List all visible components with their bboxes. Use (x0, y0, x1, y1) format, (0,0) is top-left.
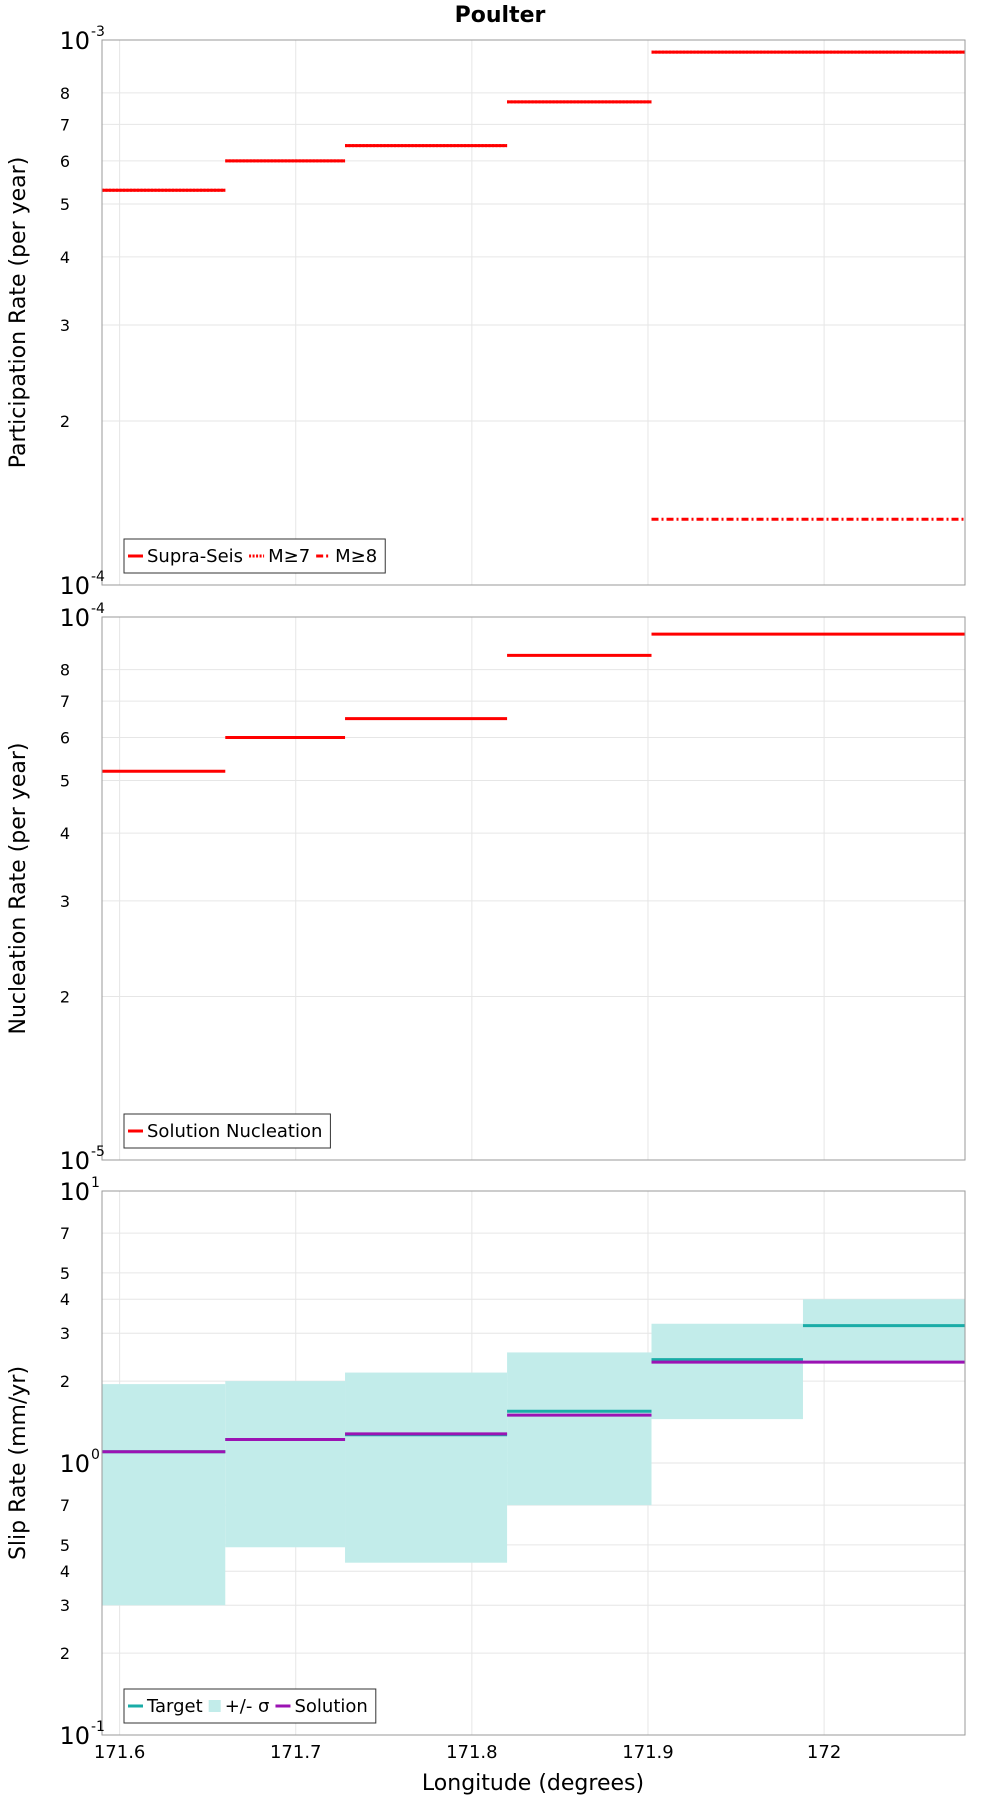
y-tick-label: 5 (60, 1536, 70, 1555)
legend: Target +/- σ Solution (123, 1688, 377, 1724)
y-tick-label: 7 (60, 1224, 70, 1243)
y-tick-label: 3 (60, 1324, 70, 1343)
y-axis-label: Participation Rate (per year) (6, 157, 31, 469)
y-tick-label: 10 (59, 1450, 90, 1478)
legend-label-target: Target (146, 1696, 203, 1717)
plot-frame (101, 1190, 966, 1736)
plot-frame (101, 39, 966, 586)
legend: Solution Nucleation (123, 1113, 331, 1149)
legend-label-sigma: +/- σ (225, 1696, 270, 1717)
sigma-band (802, 1299, 965, 1363)
x-tick-label: 171.8 (446, 1742, 498, 1763)
y-tick-label: 10 (59, 1722, 90, 1750)
y-tick-label: 6 (60, 152, 70, 171)
y-tick-exponent: -3 (91, 24, 105, 40)
y-tick-label: 2 (60, 988, 70, 1007)
y-tick-label: 3 (60, 1596, 70, 1615)
legend-label-m-7: M≥7 (268, 546, 310, 567)
y-tick-label: 7 (60, 1496, 70, 1515)
y-tick-label: 2 (60, 1372, 70, 1391)
y-tick-exponent: -5 (91, 1144, 105, 1160)
legend-label-solution-nucleation: Solution Nucleation (147, 1121, 322, 1142)
y-tick-label: 8 (60, 661, 70, 680)
y-tick-label: 10 (59, 1147, 90, 1175)
y-tick-label: 4 (60, 1290, 70, 1309)
sigma-band (102, 1384, 226, 1606)
y-tick-label: 4 (60, 824, 70, 843)
legend-box (123, 1688, 377, 1724)
y-tick-label: 6 (60, 728, 70, 747)
legend-box (123, 1113, 331, 1149)
sigma-band (507, 1352, 652, 1506)
y-tick-label: 5 (60, 1264, 70, 1283)
x-tick-label: 171.7 (270, 1742, 322, 1763)
y-tick-label: 10 (59, 572, 90, 600)
y-tick-label: 5 (60, 195, 70, 214)
sigma-band (651, 1323, 803, 1420)
sigma-band (225, 1381, 346, 1548)
legend-box (123, 538, 386, 574)
y-tick-label: 7 (60, 115, 70, 134)
y-tick-label: 10 (59, 1178, 90, 1206)
plot-frame (101, 616, 966, 1161)
y-tick-label: 3 (60, 892, 70, 911)
y-tick-label: 4 (60, 248, 70, 267)
y-axis-label: Nucleation Rate (per year) (6, 743, 31, 1035)
y-tick-label: 3 (60, 316, 70, 335)
y-axis-label: Slip Rate (mm/yr) (6, 1366, 31, 1560)
y-tick-exponent: -1 (91, 1719, 105, 1735)
x-axis-label: Longitude (degrees) (422, 1771, 644, 1796)
y-tick-exponent: -4 (91, 601, 105, 617)
x-tick-label: 172 (807, 1742, 841, 1763)
legend-swatch-sigma (208, 1700, 221, 1712)
y-tick-label: 7 (60, 692, 70, 711)
y-tick-label: 2 (60, 1644, 70, 1663)
x-tick-label: 171.6 (94, 1742, 146, 1763)
legend-label-m-8: M≥8 (335, 546, 377, 567)
sigma-band (345, 1372, 508, 1563)
y-tick-label: 8 (60, 84, 70, 103)
y-tick-exponent: 0 (91, 1447, 100, 1463)
y-tick-label: 10 (59, 604, 90, 632)
y-tick-exponent: -4 (91, 569, 105, 585)
y-tick-label: 10 (59, 27, 90, 55)
legend: Supra-Seis M≥7 M≥8 (123, 538, 386, 574)
y-tick-label: 5 (60, 771, 70, 790)
chart-title: Poulter (455, 3, 546, 28)
legend-label-supra-seis: Supra-Seis (147, 546, 243, 567)
legend-label-solution: Solution (294, 1696, 367, 1717)
x-tick-label: 171.9 (622, 1742, 674, 1763)
y-tick-exponent: 1 (91, 1175, 100, 1191)
y-tick-label: 2 (60, 412, 70, 431)
y-tick-label: 4 (60, 1562, 70, 1581)
